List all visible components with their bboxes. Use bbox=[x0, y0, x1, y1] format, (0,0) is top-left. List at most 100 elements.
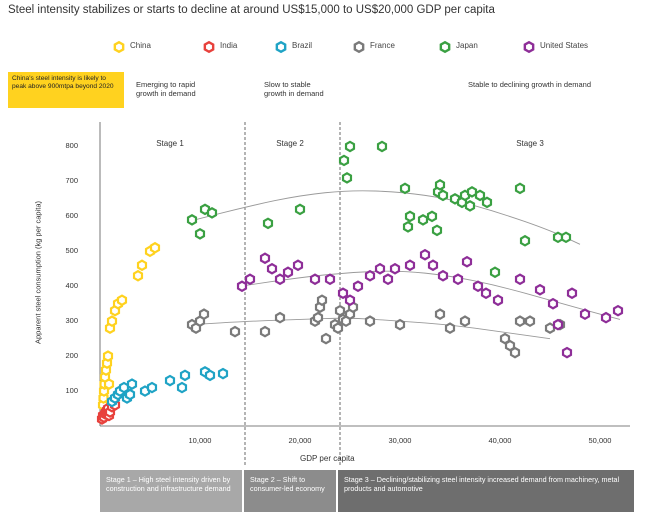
y-tick-label: 100 bbox=[65, 386, 78, 396]
point-france-13 bbox=[332, 322, 344, 335]
point-france-5 bbox=[259, 325, 271, 338]
point-united-states-1 bbox=[244, 273, 256, 286]
point-japan-3 bbox=[206, 206, 218, 219]
point-united-states-10 bbox=[344, 294, 356, 307]
point-france-27 bbox=[514, 315, 526, 328]
point-united-states-3 bbox=[266, 262, 278, 275]
point-france-6 bbox=[274, 311, 286, 324]
point-brazil-9 bbox=[146, 381, 158, 394]
trend-line-3 bbox=[189, 317, 551, 340]
legend-label-china: China bbox=[130, 41, 151, 50]
legend-label-japan: Japan bbox=[456, 41, 478, 50]
point-france-29 bbox=[544, 322, 556, 335]
x-tick-label: 30,000 bbox=[388, 436, 412, 445]
legend-label-india: India bbox=[220, 41, 238, 50]
point-france-4 bbox=[229, 325, 241, 338]
point-united-states-0 bbox=[236, 280, 248, 293]
point-china-8 bbox=[103, 378, 115, 390]
point-united-states-19 bbox=[437, 269, 449, 282]
legend-hex-china bbox=[113, 40, 125, 54]
y-tick-label: 300 bbox=[65, 316, 78, 326]
legend-marker-china-icon bbox=[113, 40, 125, 54]
point-japan-28 bbox=[519, 234, 531, 247]
point-united-states-14 bbox=[382, 273, 394, 286]
point-japan-14 bbox=[426, 210, 438, 223]
point-united-states-13 bbox=[374, 262, 386, 275]
point-united-states-6 bbox=[292, 259, 304, 272]
point-japan-4 bbox=[262, 217, 274, 230]
point-china-15 bbox=[136, 259, 148, 272]
legend-hex-united-states bbox=[523, 40, 535, 54]
x-tick-label: 10,000 bbox=[188, 436, 212, 445]
point-japan-25 bbox=[481, 196, 493, 209]
y-tick-label: 700 bbox=[65, 176, 78, 186]
point-france-8 bbox=[312, 311, 324, 324]
point-japan-24 bbox=[474, 189, 486, 202]
point-united-states-20 bbox=[452, 273, 464, 286]
point-united-states-18 bbox=[427, 259, 439, 272]
point-japan-5 bbox=[294, 203, 306, 216]
point-japan-11 bbox=[402, 220, 414, 233]
legend-label-united-states: United States bbox=[540, 41, 589, 50]
point-japan-27 bbox=[514, 182, 526, 195]
point-united-states-30 bbox=[566, 287, 578, 300]
point-france-21 bbox=[434, 308, 446, 321]
point-japan-29 bbox=[552, 231, 564, 244]
point-united-states-21 bbox=[461, 255, 473, 268]
point-france-3 bbox=[198, 308, 210, 321]
point-japan-1 bbox=[194, 227, 206, 240]
legend-hex-france bbox=[353, 40, 365, 54]
point-china-17 bbox=[149, 241, 161, 254]
x-axis-title: GDP per capita bbox=[300, 454, 355, 463]
point-france-22 bbox=[444, 322, 456, 335]
point-united-states-8 bbox=[324, 273, 336, 286]
point-united-states-26 bbox=[534, 283, 546, 296]
legend-label-brazil: Brazil bbox=[292, 41, 313, 50]
point-united-states-29 bbox=[561, 346, 573, 359]
y-tick-label: 800 bbox=[65, 141, 78, 151]
point-brazil-11 bbox=[176, 381, 188, 394]
y-tick-label: 500 bbox=[65, 246, 78, 256]
legend-hex-india bbox=[203, 40, 215, 54]
point-france-11 bbox=[320, 332, 332, 345]
point-united-states-32 bbox=[600, 311, 612, 324]
footer-stage-2: Stage 2 – Shift to consumer-led economy bbox=[244, 470, 336, 512]
footer-stage-3: Stage 3 – Declining/stabilizing steel in… bbox=[338, 470, 634, 512]
point-united-states-7 bbox=[309, 273, 321, 286]
stage-label-2: Stage 2 bbox=[276, 139, 304, 148]
point-united-states-23 bbox=[480, 287, 492, 300]
point-united-states-12 bbox=[364, 269, 376, 282]
x-tick-label: 50,000 bbox=[588, 436, 612, 445]
phase-label-emerging: Emerging to rapid growth in demand bbox=[136, 80, 196, 98]
point-brazil-12 bbox=[179, 369, 191, 382]
point-france-23 bbox=[459, 315, 471, 328]
point-china-14 bbox=[132, 269, 144, 282]
trend-line-2 bbox=[239, 270, 621, 320]
x-tick-label: 40,000 bbox=[488, 436, 512, 445]
y-tick-label: 400 bbox=[65, 281, 78, 291]
point-united-states-11 bbox=[352, 280, 364, 293]
footer-stage-1: Stage 1 – High steel intensity driven by… bbox=[100, 470, 242, 512]
point-japan-18 bbox=[437, 189, 449, 202]
legend-hex-japan bbox=[439, 40, 451, 54]
point-france-26 bbox=[509, 346, 521, 359]
point-japan-6 bbox=[338, 154, 350, 167]
point-japan-10 bbox=[399, 182, 411, 195]
point-brazil-7 bbox=[126, 378, 138, 390]
point-united-states-24 bbox=[492, 294, 504, 307]
legend-marker-india-icon bbox=[203, 40, 215, 54]
point-japan-30 bbox=[560, 231, 572, 244]
point-united-states-9 bbox=[337, 287, 349, 300]
point-brazil-6 bbox=[124, 388, 136, 401]
legend-marker-france-icon bbox=[353, 40, 365, 54]
point-united-states-16 bbox=[404, 259, 416, 272]
point-united-states-31 bbox=[579, 308, 591, 321]
legend-marker-japan-icon bbox=[439, 40, 451, 54]
point-united-states-15 bbox=[389, 262, 401, 275]
point-japan-22 bbox=[464, 199, 476, 212]
point-china-10 bbox=[106, 315, 118, 328]
chart-title: Steel intensity stabilizes or starts to … bbox=[8, 4, 495, 16]
point-united-states-4 bbox=[274, 273, 286, 286]
y-tick-label: 200 bbox=[65, 351, 78, 361]
